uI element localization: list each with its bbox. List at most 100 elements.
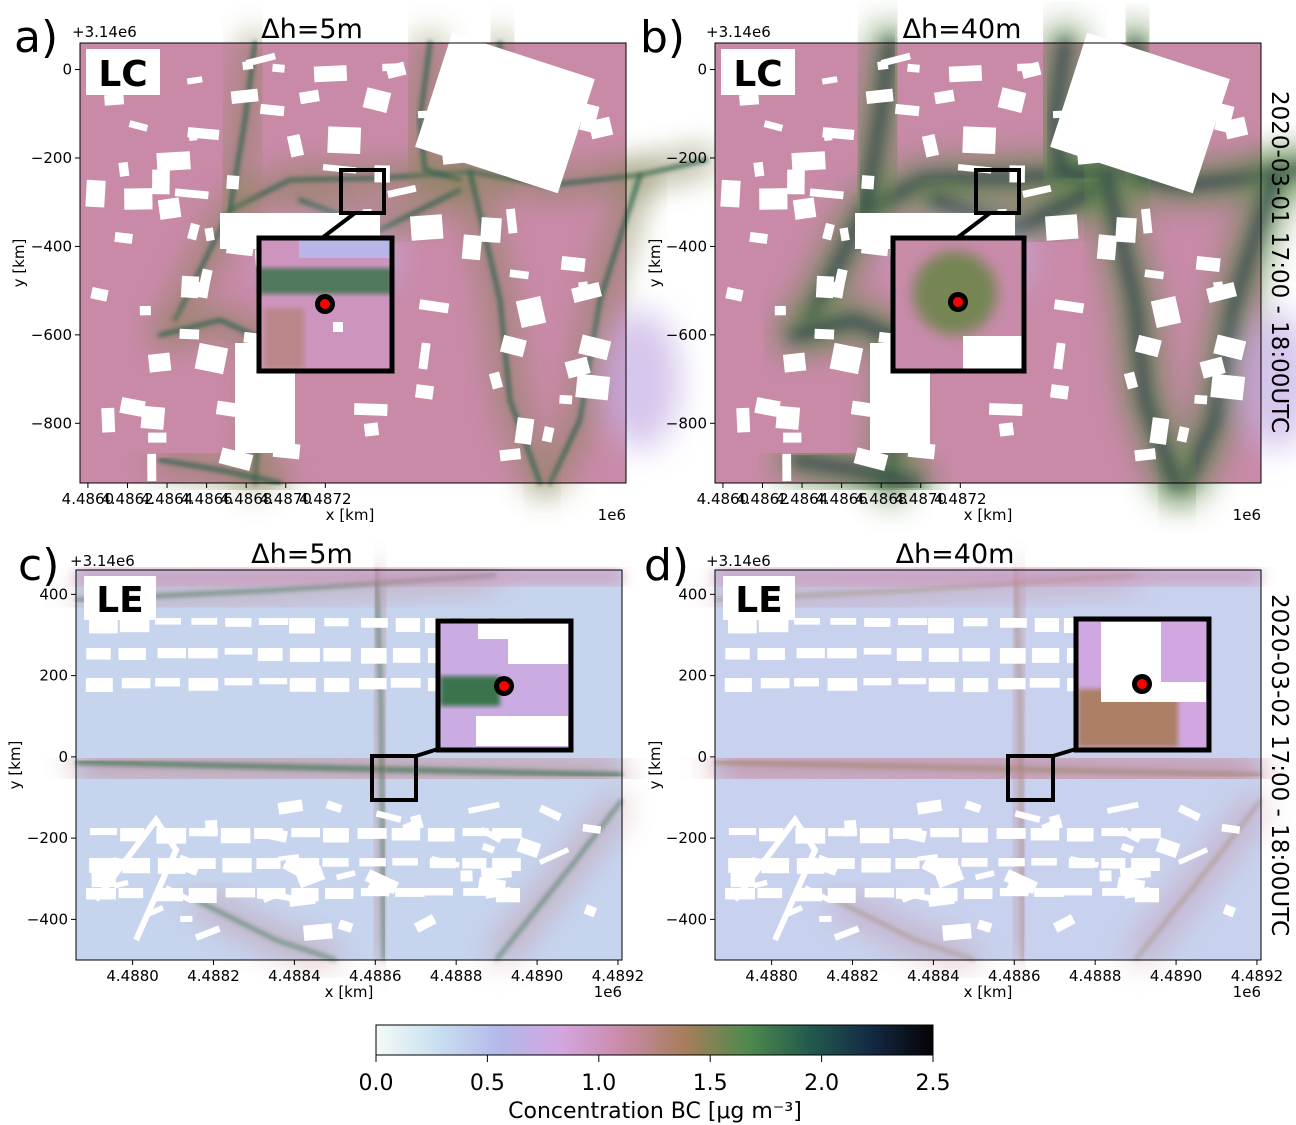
zoom-source-box-a — [339, 168, 386, 215]
building — [774, 305, 786, 316]
building — [753, 161, 765, 177]
building — [255, 405, 283, 432]
zoom-connector-c — [415, 747, 439, 758]
building — [828, 828, 857, 837]
building — [865, 88, 894, 105]
building — [1177, 847, 1209, 865]
x-tick-label: 4.4868 — [855, 490, 908, 508]
street-core — [714, 759, 1262, 778]
x-tick-label: 4.4870 — [894, 490, 947, 508]
building — [1199, 356, 1226, 379]
building — [324, 678, 350, 693]
street-core — [548, 173, 642, 485]
building — [961, 858, 988, 867]
edge-band — [76, 570, 622, 584]
y-offset-label-a: +3.14e6 — [72, 23, 137, 41]
building — [907, 441, 936, 460]
building — [1003, 869, 1038, 895]
building — [974, 870, 995, 881]
x-tick-label: 4.4860 — [62, 490, 115, 508]
building — [787, 169, 805, 195]
x-tick-label: 4.4864 — [776, 490, 829, 508]
building — [289, 618, 316, 634]
y-tick-label: −200 — [666, 829, 707, 847]
building — [963, 618, 988, 627]
building — [1117, 876, 1146, 893]
colorbar-tick-label: 0.0 — [359, 1071, 394, 1096]
building — [291, 828, 320, 838]
building — [850, 400, 875, 418]
building — [155, 618, 181, 625]
x-tick-label: 4.4886 — [349, 967, 402, 985]
building — [152, 169, 170, 195]
site-label-a: LC — [98, 54, 147, 95]
site-badge-d — [723, 576, 795, 620]
building — [792, 197, 817, 220]
building — [204, 227, 215, 242]
y-tick-label: 0 — [697, 748, 707, 766]
building — [783, 432, 802, 443]
building — [1195, 256, 1221, 272]
building — [844, 819, 857, 837]
building — [174, 188, 209, 200]
x-axis-label-d: x [km] — [964, 983, 1013, 1001]
y-axis-label-b: y [km] — [646, 239, 664, 288]
panel-title-c: Δh=5m — [251, 539, 353, 570]
building — [462, 828, 489, 837]
building — [427, 828, 455, 842]
y-tick-label: 0 — [58, 748, 68, 766]
building — [1223, 116, 1249, 140]
x-offset-label-b: 1e6 — [1233, 506, 1261, 524]
building — [827, 888, 856, 903]
building — [101, 407, 116, 433]
building — [822, 222, 835, 241]
building — [254, 828, 283, 839]
panel-c: c) Δh=5m +3.14e6 LE 400 200 0 −200 −400 4.48… — [6, 539, 644, 1001]
building — [1101, 828, 1128, 837]
building — [998, 422, 1015, 437]
x-tick-label: 4.4892 — [1231, 967, 1284, 985]
building — [353, 403, 388, 416]
building — [440, 134, 475, 165]
building — [921, 133, 940, 158]
building — [186, 858, 216, 869]
building — [120, 828, 145, 842]
building — [89, 858, 117, 873]
x-tick-label: 4.4886 — [988, 967, 1041, 985]
building — [964, 888, 993, 900]
building — [157, 648, 186, 659]
building — [218, 447, 254, 471]
building — [869, 406, 898, 429]
building — [999, 648, 1026, 664]
building — [467, 801, 500, 814]
building — [124, 188, 153, 210]
building — [1134, 334, 1162, 358]
x-axis-label-a: x [km] — [326, 506, 375, 524]
y-tick-label: 200 — [678, 667, 707, 685]
building — [335, 870, 356, 881]
building — [1213, 334, 1247, 361]
inset-plume — [259, 268, 392, 294]
building — [128, 120, 149, 132]
building — [90, 286, 109, 302]
building — [578, 334, 612, 361]
building — [259, 103, 285, 117]
y-tick-label: −400 — [31, 237, 72, 255]
building — [164, 885, 191, 903]
x-tick-label: 4.4870 — [259, 490, 312, 508]
building — [191, 618, 218, 625]
building — [1210, 373, 1246, 401]
building — [268, 827, 289, 843]
building — [114, 232, 133, 244]
building — [337, 919, 354, 933]
building — [418, 299, 450, 314]
building — [895, 888, 925, 899]
building — [897, 618, 928, 626]
building — [821, 76, 838, 85]
building — [1096, 234, 1118, 261]
y-tick-label: 0 — [62, 61, 72, 79]
building — [89, 618, 118, 634]
building — [1131, 828, 1161, 839]
x-axis-c: 4.4880 4.4882 4.4884 4.4886 4.4888 4.4890 4.48… — [106, 960, 644, 985]
building — [147, 453, 157, 482]
